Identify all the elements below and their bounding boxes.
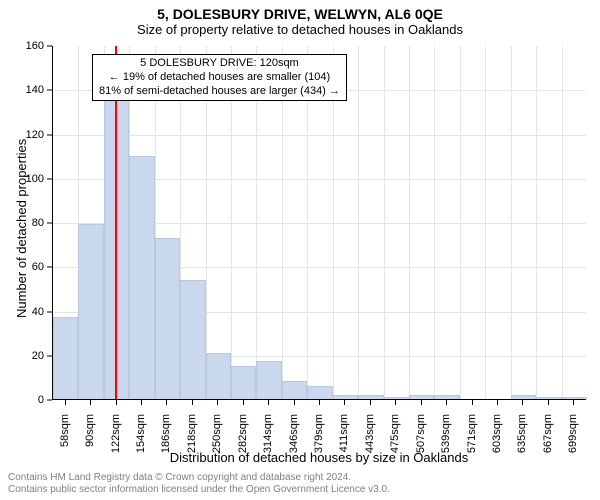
xtick-label: 122sqm (110, 414, 122, 454)
xtick-label: 667sqm (542, 414, 554, 454)
ytick-mark (47, 46, 52, 47)
bar (282, 381, 307, 399)
ytick-label: 140 (26, 84, 44, 96)
xtick-label: 250sqm (211, 414, 223, 454)
x-axis-label: Distribution of detached houses by size … (52, 450, 586, 465)
xtick-mark (573, 400, 574, 405)
bar (53, 317, 78, 399)
xtick-mark (166, 400, 167, 405)
ytick-label: 0 (38, 394, 44, 406)
gridline (53, 135, 586, 136)
xtick-label: 379sqm (313, 414, 325, 454)
footer-line2: Contains public sector information licen… (8, 484, 592, 496)
bar (434, 395, 459, 399)
xtick-mark (421, 400, 422, 405)
xtick-label: 475sqm (389, 414, 401, 454)
bar (333, 395, 358, 399)
gridline (384, 46, 385, 399)
info-line1: 5 DOLESBURY DRIVE: 120sqm (99, 57, 340, 71)
xtick-mark (548, 400, 549, 405)
ytick-label: 60 (32, 261, 44, 273)
xtick-mark (90, 400, 91, 405)
bar (409, 395, 434, 399)
xtick-mark (268, 400, 269, 405)
xtick-label: 218sqm (186, 414, 198, 454)
ytick-mark (47, 223, 52, 224)
ytick-mark (47, 267, 52, 268)
gridline (460, 46, 461, 399)
xtick-mark (522, 400, 523, 405)
xtick-label: 443sqm (364, 414, 376, 454)
ytick-label: 40 (32, 306, 44, 318)
xtick-label: 58sqm (59, 414, 71, 454)
ytick-label: 80 (32, 217, 44, 229)
ytick-label: 160 (26, 40, 44, 52)
xtick-mark (497, 400, 498, 405)
footer: Contains HM Land Registry data © Crown c… (8, 472, 592, 496)
bar (129, 156, 154, 399)
xtick-label: 346sqm (288, 414, 300, 454)
ytick-label: 20 (32, 350, 44, 362)
bar (307, 386, 332, 399)
info-line3: 81% of semi-detached houses are larger (… (99, 85, 340, 99)
footer-line1: Contains HM Land Registry data © Crown c… (8, 472, 592, 484)
ytick-mark (47, 178, 52, 179)
info-box: 5 DOLESBURY DRIVE: 120sqm ← 19% of detac… (92, 54, 347, 101)
xtick-label: 186sqm (160, 414, 172, 454)
bar (78, 224, 103, 399)
ytick-mark (47, 90, 52, 91)
xtick-label: 282sqm (237, 414, 249, 454)
gridline (434, 46, 435, 399)
ytick-mark (47, 355, 52, 356)
gridline (409, 46, 410, 399)
xtick-label: 507sqm (415, 414, 427, 454)
ytick-mark (47, 400, 52, 401)
gridline (562, 46, 563, 399)
bar (562, 397, 587, 399)
info-line2: ← 19% of detached houses are smaller (10… (99, 71, 340, 85)
bar (206, 353, 231, 399)
xtick-mark (141, 400, 142, 405)
gridline (536, 46, 537, 399)
xtick-mark (65, 400, 66, 405)
bar (384, 397, 409, 399)
xtick-mark (243, 400, 244, 405)
xtick-label: 314sqm (262, 414, 274, 454)
bar (511, 395, 536, 399)
xtick-label: 411sqm (338, 414, 350, 454)
ytick-label: 120 (26, 129, 44, 141)
xtick-mark (217, 400, 218, 405)
xtick-mark (116, 400, 117, 405)
xtick-mark (192, 400, 193, 405)
xtick-mark (446, 400, 447, 405)
ytick-mark (47, 134, 52, 135)
xtick-mark (472, 400, 473, 405)
xtick-label: 603sqm (491, 414, 503, 454)
bar (256, 361, 281, 399)
ytick-mark (47, 311, 52, 312)
bar (358, 395, 383, 399)
gridline (511, 46, 512, 399)
xtick-label: 154sqm (135, 414, 147, 454)
xtick-label: 90sqm (84, 414, 96, 454)
ytick-label: 100 (26, 173, 44, 185)
bar (180, 280, 205, 399)
gridline (358, 46, 359, 399)
xtick-label: 699sqm (567, 414, 579, 454)
bar (231, 366, 256, 399)
xtick-label: 635sqm (516, 414, 528, 454)
bar (536, 397, 561, 399)
xtick-label: 571sqm (466, 414, 478, 454)
xtick-mark (319, 400, 320, 405)
xtick-mark (370, 400, 371, 405)
gridline (485, 46, 486, 399)
xtick-mark (395, 400, 396, 405)
page: 5, DOLESBURY DRIVE, WELWYN, AL6 0QE Size… (0, 0, 600, 500)
xtick-mark (294, 400, 295, 405)
xtick-label: 539sqm (440, 414, 452, 454)
bar (155, 238, 180, 400)
xtick-mark (344, 400, 345, 405)
